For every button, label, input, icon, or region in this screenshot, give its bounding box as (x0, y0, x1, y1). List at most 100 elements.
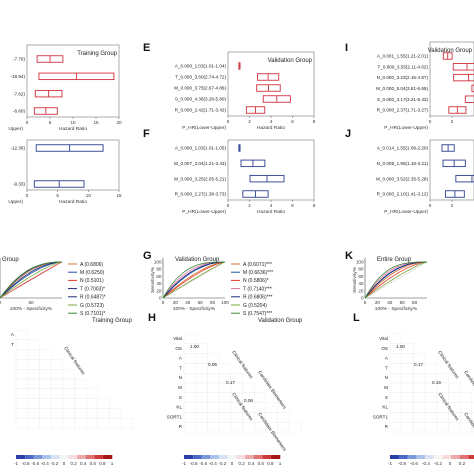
corr-cell (27, 408, 40, 419)
panel-letter-h: H (148, 312, 156, 324)
forest-tick-label: 6 (291, 203, 294, 208)
forest-tick-label: 0 (26, 193, 29, 198)
corr-cell (424, 422, 437, 433)
roc-legend-entry: N (0.5806)* (243, 278, 269, 284)
forest-row-label: A_0.014_1.55(1.09-2.20) (377, 146, 429, 151)
corr-cell (183, 373, 196, 384)
corr-cell (436, 412, 449, 423)
corr-cell (183, 412, 196, 423)
roc-legend-entry: S (0.7101)* (80, 311, 105, 317)
colorbar-segment (68, 455, 78, 459)
corr-cell (39, 408, 52, 419)
corr-cell (50, 408, 63, 419)
corr-cell (401, 382, 414, 393)
roc-plot-2: Entire Group 0 20 40 60 80 0 20 40 60 80 100 100% - … (352, 257, 428, 312)
forest-row-label: A_0.000_1.03(1.01-1.04) (175, 64, 227, 69)
corr-cell (62, 369, 75, 380)
colorbar-segment (184, 455, 194, 459)
roc-x-tick: 0 (0, 300, 2, 305)
forest-tick-label: 2 (451, 203, 454, 208)
forest-ci-box (453, 73, 474, 82)
colorbar-tick: -0.2 (434, 461, 442, 466)
forest-tick-label: 4 (270, 203, 273, 208)
roc-legend-entry: T (0.7140)*** (243, 286, 272, 292)
forest-tick-label: 5 (49, 120, 52, 125)
corr-cell (230, 422, 243, 433)
corr-cell (62, 408, 75, 419)
corr-cell (207, 402, 220, 413)
corr-cell (471, 402, 474, 413)
forest-row-label: R_0.000_2.37(1.71-3.27) (377, 108, 429, 113)
panel-letter-j: J (345, 128, 351, 140)
corr-cell (15, 378, 28, 389)
colorbar-segment (85, 455, 95, 459)
corr-cell (74, 408, 87, 419)
corr-cell (15, 359, 28, 370)
forest-ylabel: Upper) (8, 126, 23, 132)
corr-cell (39, 359, 52, 370)
forest-plot-0: Training Group -7.79) -18.94) -7.62) -6.60) 0… (8, 44, 122, 132)
colorbar-tick: -0.4 (422, 461, 430, 466)
roc-y-tick: 60 (358, 274, 364, 279)
roc-legend-entry: M (0.6636)*** (243, 270, 273, 276)
forest-tick-label: 10 (86, 193, 92, 198)
roc-y-tick: 80 (358, 267, 364, 272)
corr-cell (230, 412, 243, 423)
roc-y-tick: 80 (156, 267, 162, 272)
corr-cell (15, 329, 28, 340)
corr-cell (39, 369, 52, 380)
roc-curve-S (364, 261, 427, 299)
forest-xlabel: Hazard Ratio (59, 126, 87, 132)
roc-diagonal (0, 261, 63, 299)
corr-row-label: T (179, 365, 182, 370)
corr-title: Validation Group (258, 318, 303, 324)
colorbar-segment (33, 455, 43, 459)
roc-curve-S (162, 261, 225, 299)
corr-cell (15, 398, 28, 409)
roc-xlabel: 100% - Specificity% (10, 306, 53, 312)
roc-curve-N (162, 261, 226, 299)
colorbar-segment (468, 455, 474, 459)
roc-legend-entry: S (0.7547)*** (243, 311, 272, 317)
corr-row-label: OS (175, 346, 182, 351)
colorbar-tick: -0.8 (22, 461, 30, 466)
roc-legend-entry: R (0.6487)* (80, 295, 106, 301)
corr-cell (39, 349, 52, 360)
forest-row-label: -7.79) (13, 57, 25, 62)
roc-legend-entry: G (0.5204) (243, 303, 267, 309)
colorbar-tick: 1 (111, 461, 114, 466)
forest-tick-label: 6 (291, 119, 294, 124)
forest-frame (26, 139, 120, 191)
corr-cell (27, 388, 40, 399)
corr-cell (413, 382, 426, 393)
corr-cell (74, 398, 87, 409)
colorbar-segment (50, 455, 60, 459)
corr-cell (389, 333, 402, 344)
colorbar-segment (94, 455, 104, 459)
corr-cell (401, 412, 414, 423)
roc-legend-entry: M (0.6250) (80, 270, 105, 276)
roc-x-tick: 50 (28, 300, 34, 305)
colorbar-tick: -0.8 (190, 461, 198, 466)
corr-cell (195, 422, 208, 433)
colorbar-tick: 1 (279, 461, 282, 466)
forest-xlabel: Hazard Ratio (59, 199, 87, 205)
forest-row-label: -12.36) (10, 146, 25, 151)
panel-letter-k: K (345, 250, 353, 262)
forest-plot-5: A_0.014_1.55(1.09-2.20) N_0.009_1.95(1.18… (376, 139, 474, 215)
corr-cell (277, 412, 290, 423)
corr-cell (39, 418, 52, 429)
corr-value: 0.06 (244, 398, 253, 403)
corr-cell (50, 369, 63, 380)
roc-xlabel: 100% - Specificity% (375, 306, 418, 312)
roc-ylabel: Sensitivity% (150, 266, 156, 293)
colorbar-segment (245, 455, 255, 459)
corr-row-label: KL (382, 405, 388, 410)
colorbar-tick: 0 (449, 461, 452, 466)
colorbar-segment (262, 455, 272, 459)
corr-row-label: R (179, 424, 183, 429)
forest-row-label: A_0.000_1.03(1.01-1.05) (175, 146, 227, 151)
colorbar-segment (42, 455, 52, 459)
